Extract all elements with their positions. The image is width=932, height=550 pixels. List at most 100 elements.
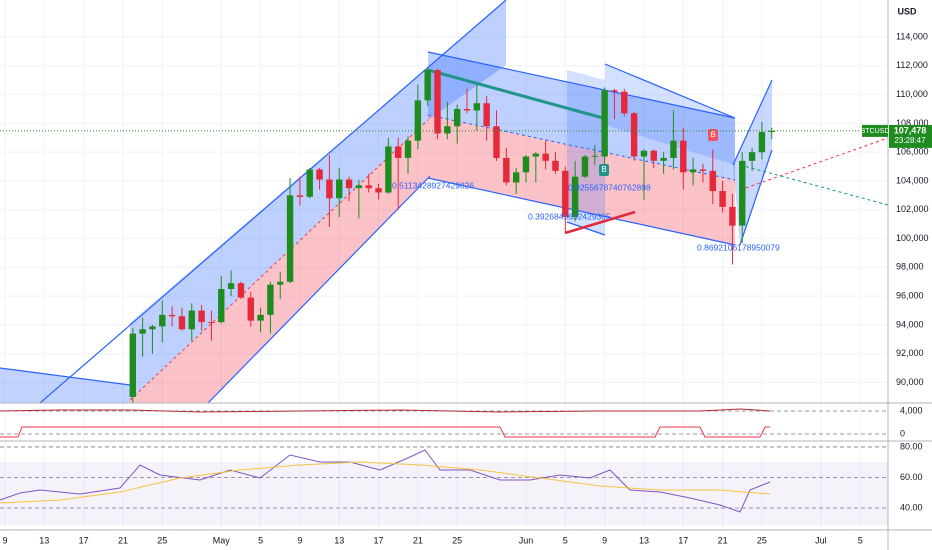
candle-body — [473, 103, 481, 111]
channel-fill — [428, 52, 735, 180]
price-tag: 107,478 — [894, 125, 927, 135]
symbol-tag: BTCUSD — [861, 128, 890, 135]
y-tick-label: 4,000 — [900, 405, 923, 415]
candle-body — [522, 156, 530, 173]
projection-line — [739, 164, 888, 206]
candles — [129, 67, 775, 403]
x-tick-label: 9 — [2, 535, 7, 545]
axes: 114,000 112,000 110,000 108,000 106,000 104,0… — [2, 31, 932, 545]
candle-body — [571, 176, 579, 217]
mid-line — [427, 114, 736, 181]
candle-body — [611, 90, 618, 92]
annotation: 0.8692106178950079 — [697, 242, 780, 252]
candle-body — [493, 126, 500, 158]
annotation: 0.3926845632429305 — [528, 211, 611, 221]
channel-line — [427, 51, 736, 119]
y-tick-label: 112,000 — [896, 60, 928, 70]
candle-body — [591, 155, 598, 157]
candle-body — [414, 100, 422, 141]
grid — [0, 0, 888, 530]
x-tick-label: 17 — [678, 535, 688, 545]
candle-body — [218, 288, 225, 323]
candle-body — [748, 152, 756, 161]
marker-label: B — [710, 130, 715, 139]
candle-body — [483, 103, 490, 127]
y-tick-label: 100,000 — [896, 233, 929, 243]
projection-line — [739, 137, 888, 191]
channel-fill — [428, 115, 735, 245]
candle-body — [129, 333, 136, 397]
candle-body — [404, 140, 412, 158]
candle-body — [739, 160, 746, 226]
candle-body — [601, 90, 608, 157]
indicator-line — [0, 426, 770, 438]
candle-body — [758, 132, 766, 153]
candle-body — [277, 281, 284, 285]
candle-body — [355, 185, 363, 189]
red-line — [564, 210, 636, 235]
candle-body — [660, 157, 667, 161]
candle-body — [699, 169, 707, 171]
rsi-ma-line — [0, 461, 771, 504]
x-tick-label: 9 — [297, 535, 302, 545]
marker — [599, 164, 609, 176]
candle-body — [257, 314, 264, 321]
channel-fill — [605, 64, 735, 165]
candle-body — [365, 185, 372, 189]
marker — [708, 129, 718, 141]
y-tick-label: 104,000 — [896, 175, 929, 185]
candle-body — [729, 206, 736, 226]
drawings: 0.5113428927429826 0.3926845632429305 0.… — [0, 0, 888, 403]
teal-line — [427, 68, 604, 120]
candle-body — [670, 140, 677, 158]
candle-body — [552, 160, 559, 171]
candle-body — [306, 169, 313, 197]
x-tick-label: 17 — [79, 535, 89, 545]
candle-body — [375, 188, 382, 193]
candle-body — [395, 146, 402, 158]
candle-body — [208, 322, 215, 324]
indicator-line — [0, 408, 771, 413]
candle-body — [326, 179, 333, 199]
candle-body — [139, 329, 146, 334]
x-tick-label: 21 — [413, 535, 423, 545]
candle-body — [149, 326, 156, 330]
y-tick-label: 0 — [900, 428, 905, 438]
x-tick-label: 25 — [452, 535, 462, 545]
candle-body — [542, 153, 549, 161]
channel-line — [39, 0, 507, 403]
price-tag-bg — [889, 124, 932, 148]
x-tick-label: 21 — [718, 535, 728, 545]
candle-body — [336, 179, 343, 199]
candle-body — [562, 170, 569, 217]
y-tick-label: 40.00 — [900, 502, 923, 512]
candle-body — [267, 284, 274, 315]
x-tick-label: 13 — [39, 535, 49, 545]
x-tick-label: 13 — [639, 535, 649, 545]
x-tick-label: 25 — [757, 535, 767, 545]
y-tick-label: 96,000 — [896, 291, 924, 301]
y-tick-label: 108,000 — [896, 118, 929, 128]
mid-line — [129, 119, 429, 401]
annotation: 0.0255678740762898 — [568, 182, 651, 192]
candle-body — [680, 140, 687, 173]
candle-body — [503, 157, 510, 183]
y-tick-label: 60.00 — [900, 472, 923, 482]
x-tick-label: 5 — [858, 535, 863, 545]
channel-line — [427, 177, 736, 246]
y-tick-label: 92,000 — [896, 348, 924, 358]
candle-body — [453, 108, 461, 127]
candle-body — [188, 310, 195, 330]
symbol-tag-bg — [862, 124, 888, 137]
y-tick-label: 114,000 — [896, 31, 928, 41]
candle-body — [719, 191, 726, 207]
candle-body — [640, 150, 648, 157]
rsi-line — [0, 449, 771, 513]
channel-fill — [0, 368, 130, 403]
candle-body — [345, 179, 353, 189]
x-tick-label: 5 — [563, 535, 568, 545]
candle-body — [689, 169, 697, 173]
candle-body — [621, 91, 628, 114]
